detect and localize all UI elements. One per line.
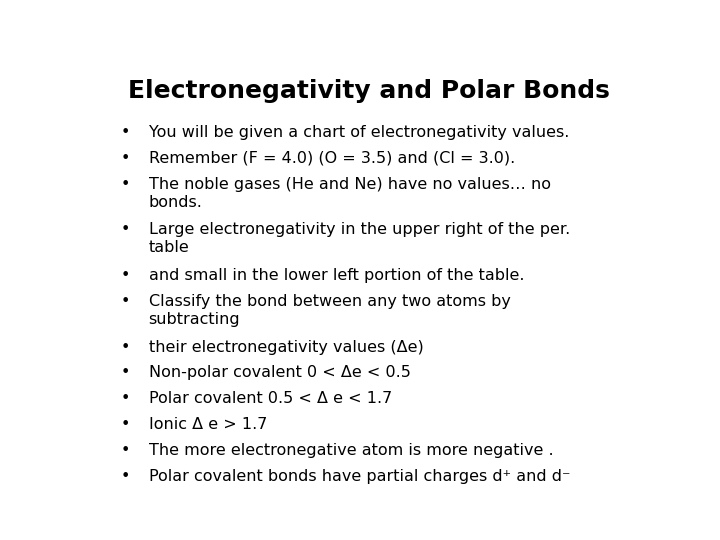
Text: •: • xyxy=(121,366,130,380)
Text: their electronegativity values (Δe): their electronegativity values (Δe) xyxy=(148,340,423,355)
Text: •: • xyxy=(121,443,130,458)
Text: Classify the bond between any two atoms by
subtracting: Classify the bond between any two atoms … xyxy=(148,294,510,327)
Text: Polar covalent 0.5 < Δ e < 1.7: Polar covalent 0.5 < Δ e < 1.7 xyxy=(148,391,392,406)
Text: Large electronegativity in the upper right of the per.
table: Large electronegativity in the upper rig… xyxy=(148,222,570,255)
Text: •: • xyxy=(121,294,130,309)
Text: •: • xyxy=(121,125,130,140)
Text: •: • xyxy=(121,417,130,432)
Text: Electronegativity and Polar Bonds: Electronegativity and Polar Bonds xyxy=(128,79,610,103)
Text: •: • xyxy=(121,222,130,238)
Text: The noble gases (He and Ne) have no values… no
bonds.: The noble gases (He and Ne) have no valu… xyxy=(148,177,551,210)
Text: Remember (F = 4.0) (O = 3.5) and (Cl = 3.0).: Remember (F = 4.0) (O = 3.5) and (Cl = 3… xyxy=(148,151,515,166)
Text: Ionic Δ e > 1.7: Ionic Δ e > 1.7 xyxy=(148,417,267,432)
Text: •: • xyxy=(121,268,130,283)
Text: •: • xyxy=(121,340,130,355)
Text: Non-polar covalent 0 < Δe < 0.5: Non-polar covalent 0 < Δe < 0.5 xyxy=(148,366,410,380)
Text: The more electronegative atom is more negative .: The more electronegative atom is more ne… xyxy=(148,443,553,458)
Text: •: • xyxy=(121,391,130,406)
Text: Polar covalent bonds have partial charges d⁺ and d⁻: Polar covalent bonds have partial charge… xyxy=(148,469,570,483)
Text: and small in the lower left portion of the table.: and small in the lower left portion of t… xyxy=(148,268,524,283)
Text: •: • xyxy=(121,177,130,192)
Text: You will be given a chart of electronegativity values.: You will be given a chart of electronega… xyxy=(148,125,569,140)
Text: •: • xyxy=(121,469,130,483)
Text: •: • xyxy=(121,151,130,166)
